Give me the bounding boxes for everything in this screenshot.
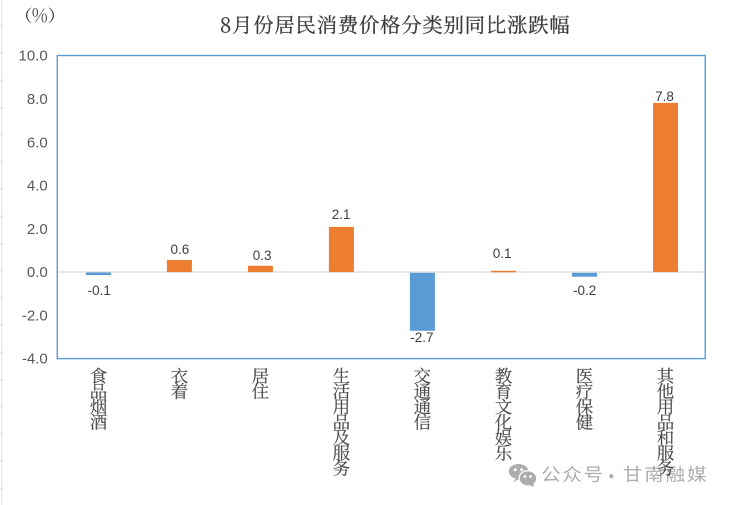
svg-text:4.0: 4.0 xyxy=(27,178,48,195)
svg-text:0.3: 0.3 xyxy=(253,248,272,263)
svg-text:-0.2: -0.2 xyxy=(573,283,596,298)
svg-text:6.0: 6.0 xyxy=(27,134,48,151)
svg-text:-0.1: -0.1 xyxy=(88,283,111,298)
svg-text:8.0: 8.0 xyxy=(27,91,48,108)
svg-text:-2.7: -2.7 xyxy=(410,330,433,345)
svg-text:0.0: 0.0 xyxy=(27,264,48,281)
svg-text:-4.0: -4.0 xyxy=(22,351,48,368)
svg-text:7.8: 7.8 xyxy=(655,89,674,104)
svg-text:10.0: 10.0 xyxy=(18,48,47,65)
svg-text:0.6: 0.6 xyxy=(171,242,190,257)
svg-text:2.0: 2.0 xyxy=(27,221,48,238)
svg-text:-2.0: -2.0 xyxy=(22,307,48,324)
svg-text:0.1: 0.1 xyxy=(493,246,512,261)
svg-text:2.1: 2.1 xyxy=(332,207,351,222)
